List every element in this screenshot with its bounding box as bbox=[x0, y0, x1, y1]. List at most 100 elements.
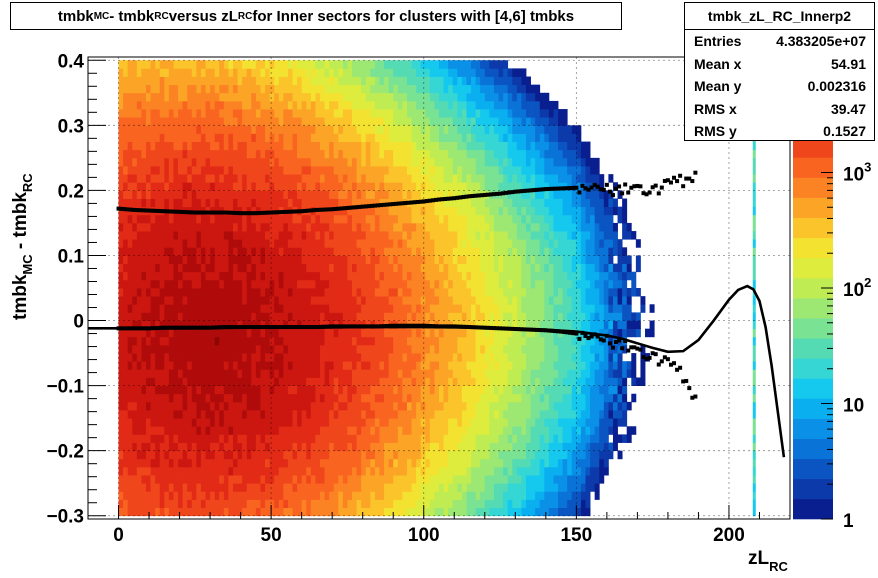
heatmap-cell bbox=[155, 182, 161, 191]
heatmap-cell bbox=[448, 222, 454, 232]
heatmap-cell bbox=[237, 149, 243, 159]
heatmap-cell bbox=[356, 336, 362, 346]
heatmap-cell bbox=[319, 491, 325, 500]
heatmap-cell bbox=[480, 410, 486, 419]
heatmap-cell bbox=[333, 393, 339, 403]
heatmap-cell bbox=[173, 401, 179, 411]
heatmap-cell bbox=[173, 466, 179, 476]
heatmap-cell bbox=[356, 239, 362, 248]
heatmap-cell bbox=[306, 507, 312, 517]
heatmap-cell bbox=[503, 84, 509, 94]
heatmap-cell bbox=[223, 296, 229, 305]
heatmap-cell bbox=[507, 84, 513, 94]
heatmap-cell bbox=[251, 117, 257, 126]
heatmap-cell bbox=[361, 304, 367, 313]
heatmap-cell bbox=[132, 231, 138, 240]
heatmap-cell bbox=[223, 60, 229, 69]
heatmap-cell bbox=[228, 198, 234, 208]
heatmap-cell bbox=[260, 450, 266, 460]
heatmap-cell bbox=[265, 182, 271, 191]
heatmap-cell bbox=[493, 410, 499, 419]
heatmap-cell bbox=[338, 361, 344, 370]
heatmap-cell bbox=[338, 117, 344, 126]
heatmap-cell bbox=[315, 369, 321, 378]
heatmap-cell bbox=[168, 190, 174, 199]
heatmap-cell bbox=[370, 507, 376, 517]
heatmap-cell bbox=[498, 483, 504, 492]
heatmap-cell bbox=[365, 76, 371, 86]
heatmap-cell bbox=[141, 109, 147, 118]
heatmap-cell bbox=[393, 450, 399, 460]
heatmap-cell bbox=[127, 117, 133, 126]
heatmap-cell bbox=[205, 361, 211, 370]
heatmap-cell bbox=[205, 141, 211, 151]
heatmap-cell bbox=[516, 231, 522, 240]
heatmap-cell bbox=[136, 231, 142, 240]
heatmap-cell bbox=[219, 117, 225, 126]
heatmap-cell bbox=[168, 222, 174, 232]
heatmap-cell bbox=[338, 68, 344, 77]
heatmap-cell bbox=[297, 507, 303, 517]
heatmap-cell bbox=[388, 247, 394, 256]
heatmap-cell bbox=[306, 222, 312, 232]
heatmap-cell bbox=[471, 450, 477, 460]
heatmap-cell bbox=[393, 288, 399, 297]
heatmap-cell bbox=[301, 385, 307, 395]
heatmap-cell bbox=[365, 450, 371, 460]
heatmap-cell bbox=[310, 361, 316, 370]
heatmap-cell bbox=[228, 239, 234, 248]
heatmap-cell bbox=[205, 255, 211, 264]
heatmap-cell bbox=[402, 174, 408, 183]
heatmap-cell bbox=[219, 279, 225, 289]
heatmap-cell bbox=[200, 475, 206, 484]
heatmap-cell bbox=[164, 239, 170, 248]
heatmap-cell bbox=[425, 507, 431, 517]
heatmap-cell bbox=[260, 361, 266, 370]
heatmap-cell bbox=[411, 442, 417, 452]
heatmap-cell bbox=[145, 434, 151, 443]
heatmap-cell bbox=[127, 475, 133, 484]
heatmap-cell bbox=[388, 442, 394, 452]
heatmap-cell bbox=[347, 353, 353, 362]
heatmap-cell bbox=[512, 320, 518, 330]
heatmap-cell bbox=[489, 279, 495, 289]
heatmap-cell bbox=[393, 271, 399, 281]
heatmap-cell bbox=[237, 507, 243, 517]
heatmap-cell bbox=[251, 442, 257, 452]
heatmap-cell bbox=[223, 125, 229, 134]
heatmap-cell bbox=[159, 149, 165, 159]
heatmap-cell bbox=[187, 141, 193, 151]
heatmap-cell bbox=[384, 247, 390, 256]
heatmap-cell bbox=[352, 182, 357, 191]
heatmap-cell bbox=[416, 255, 422, 264]
heatmap-cell bbox=[173, 393, 179, 403]
heatmap-cell bbox=[420, 410, 426, 419]
heatmap-cell bbox=[329, 312, 335, 321]
heatmap-cell bbox=[397, 206, 403, 216]
heatmap-cell bbox=[503, 466, 509, 476]
heatmap-cell bbox=[242, 141, 248, 151]
heatmap-cell bbox=[342, 214, 348, 224]
heatmap-cell bbox=[132, 426, 138, 435]
heatmap-cell bbox=[516, 426, 522, 435]
heatmap-cell bbox=[237, 401, 243, 411]
heatmap-cell bbox=[145, 328, 151, 338]
heatmap-cell bbox=[210, 222, 216, 232]
heatmap-cell bbox=[379, 393, 385, 403]
heatmap-cell bbox=[406, 84, 412, 94]
heatmap-cell bbox=[457, 393, 463, 403]
heatmap-cell bbox=[223, 84, 229, 94]
heatmap-cell bbox=[338, 271, 344, 281]
heatmap-cell bbox=[516, 393, 522, 403]
heatmap-cell bbox=[448, 76, 454, 86]
heatmap-cell bbox=[434, 507, 440, 517]
heatmap-cell bbox=[352, 288, 357, 297]
heatmap-cell bbox=[223, 182, 229, 191]
heatmap-cell bbox=[461, 475, 467, 484]
heatmap-cell bbox=[319, 426, 325, 435]
heatmap-cell bbox=[150, 92, 156, 102]
heatmap-cell bbox=[265, 149, 271, 159]
heatmap-cell bbox=[379, 353, 385, 362]
heatmap-cell bbox=[274, 84, 280, 94]
heatmap-cell bbox=[480, 385, 486, 395]
